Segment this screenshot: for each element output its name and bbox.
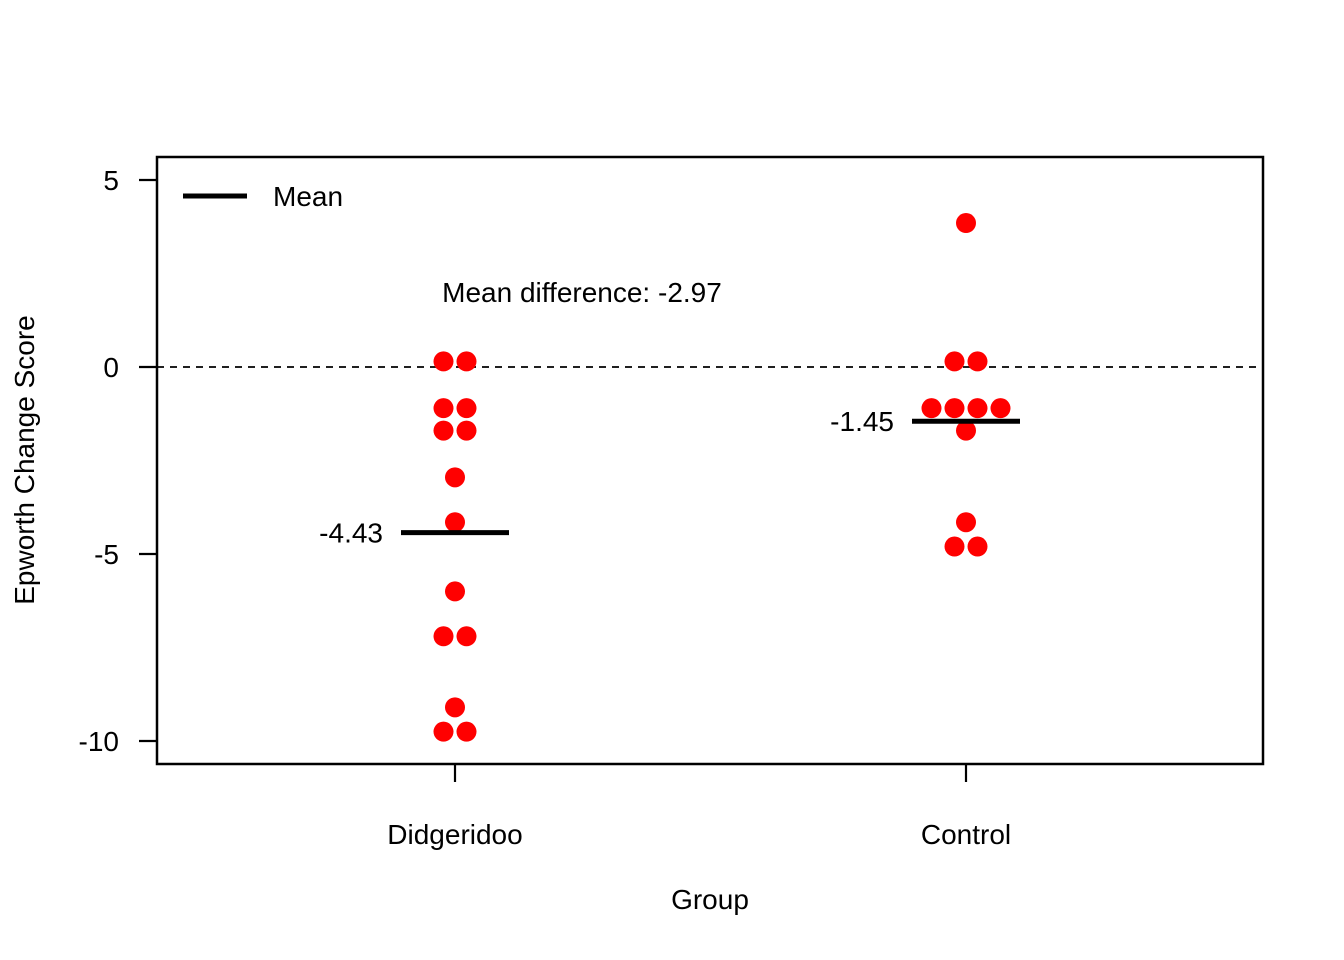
data-point-control — [967, 398, 988, 419]
data-point-control — [990, 398, 1011, 419]
data-point-didgeridoo — [456, 721, 477, 742]
data-point-didgeridoo — [445, 467, 465, 488]
data-point-didgeridoo — [445, 581, 465, 602]
mean-label-didgeridoo: -4.43 — [319, 518, 383, 549]
plot-frame — [155, 155, 1265, 766]
data-point-control — [967, 536, 988, 557]
x-axis-title: Group — [671, 884, 749, 915]
x-tick-label-didgeridoo: Didgeridoo — [387, 819, 522, 850]
data-point-control — [944, 351, 965, 372]
y-tick-label: -10 — [79, 726, 119, 757]
data-point-didgeridoo — [456, 398, 477, 419]
data-point-didgeridoo — [433, 351, 454, 372]
data-point-didgeridoo — [445, 512, 465, 533]
data-point-control — [956, 512, 976, 533]
data-point-didgeridoo — [445, 697, 465, 718]
x-tick-label-control: Control — [921, 819, 1011, 850]
data-point-control — [956, 213, 976, 234]
data-point-didgeridoo — [456, 351, 477, 372]
data-point-didgeridoo — [456, 626, 477, 647]
data-point-control — [944, 536, 965, 557]
mean-label-control: -1.45 — [830, 406, 894, 437]
y-tick-label: -5 — [94, 539, 119, 570]
y-tick-label: 0 — [103, 352, 119, 383]
mean-markers: -4.43 -1.45 — [319, 406, 1020, 549]
data-point-control — [921, 398, 942, 419]
x-axis: Didgeridoo Control — [387, 764, 1011, 850]
data-points — [433, 213, 1011, 742]
data-point-didgeridoo — [456, 420, 477, 441]
data-point-control — [967, 351, 988, 372]
data-point-control — [944, 398, 965, 419]
mean-difference-annotation: Mean difference: -2.97 — [442, 277, 722, 308]
legend-mean-label: Mean — [273, 181, 343, 212]
data-point-didgeridoo — [433, 721, 454, 742]
data-point-didgeridoo — [433, 626, 454, 647]
y-tick-label: 5 — [103, 165, 119, 196]
legend: Mean — [183, 181, 343, 212]
data-point-didgeridoo — [433, 398, 454, 419]
data-point-control — [956, 420, 976, 441]
y-axis: 5 0 -5 -10 — [79, 165, 157, 757]
data-point-didgeridoo — [433, 420, 454, 441]
y-axis-title: Epworth Change Score — [9, 315, 40, 605]
